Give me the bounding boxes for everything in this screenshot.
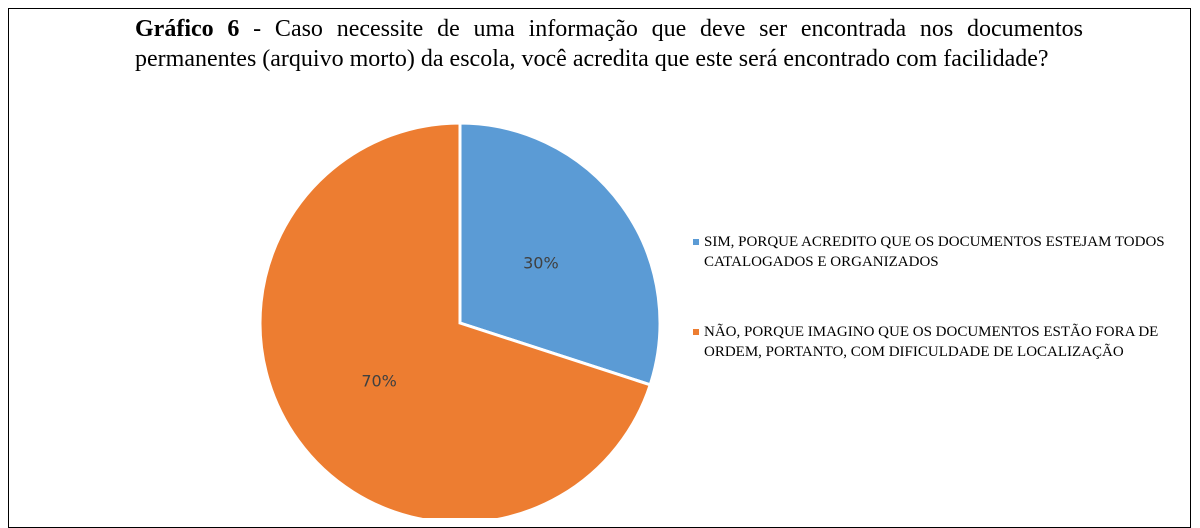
data-label: 30% [523, 254, 559, 273]
legend-swatch [693, 329, 699, 335]
title-label: Gráfico 6 [135, 16, 240, 42]
data-label: 70% [361, 371, 397, 390]
title-text: - Caso necessite de uma informação que d… [135, 16, 1083, 72]
legend-label: NÃO, PORQUE IMAGINO QUE OS DOCUMENTOS ES… [704, 324, 1159, 360]
legend: SIM, PORQUE ACREDITO QUE OS DOCUMENTOS E… [690, 232, 1190, 412]
legend-swatch [693, 239, 699, 245]
pie-slice [258, 121, 653, 518]
legend-entry: NÃO, PORQUE IMAGINO QUE OS DOCUMENTOS ES… [690, 322, 1190, 362]
legend-entry: SIM, PORQUE ACREDITO QUE OS DOCUMENTOS E… [690, 232, 1190, 272]
chart-title: Gráfico 6 - Caso necessite de uma inform… [135, 14, 1083, 74]
pie-slice [458, 121, 662, 387]
legend-label: SIM, PORQUE ACREDITO QUE OS DOCUMENTOS E… [704, 234, 1165, 270]
